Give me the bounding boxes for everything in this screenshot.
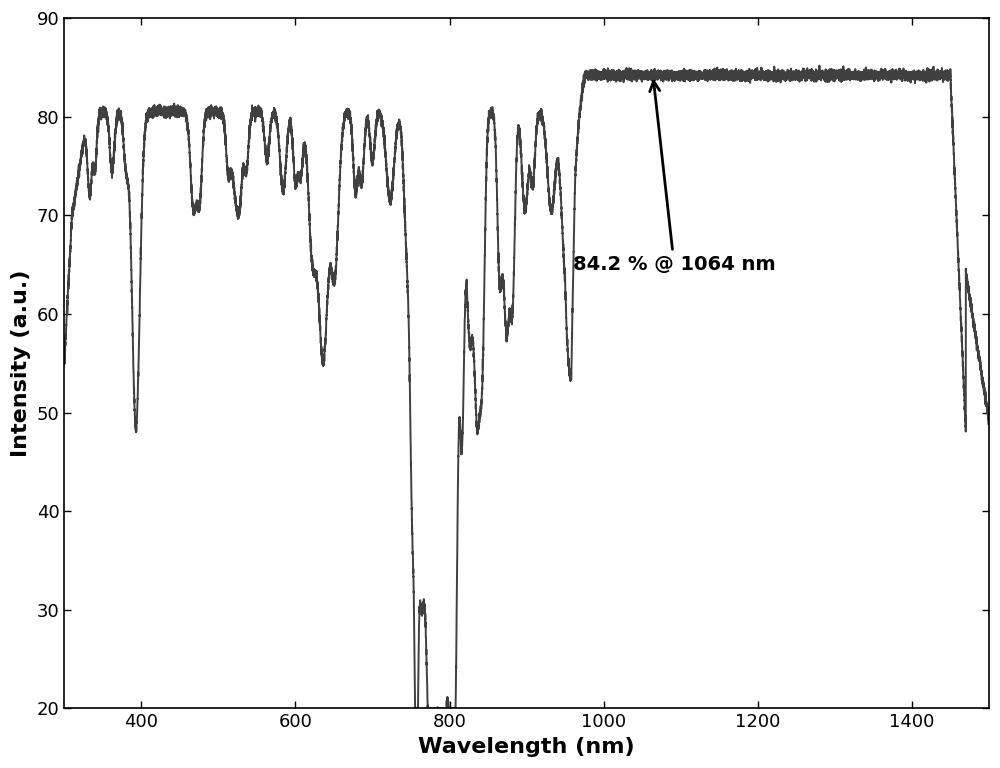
Text: 84.2 % @ 1064 nm: 84.2 % @ 1064 nm bbox=[573, 81, 775, 274]
X-axis label: Wavelength (nm): Wavelength (nm) bbox=[418, 737, 635, 757]
Y-axis label: Intensity (a.u.): Intensity (a.u.) bbox=[11, 270, 31, 457]
